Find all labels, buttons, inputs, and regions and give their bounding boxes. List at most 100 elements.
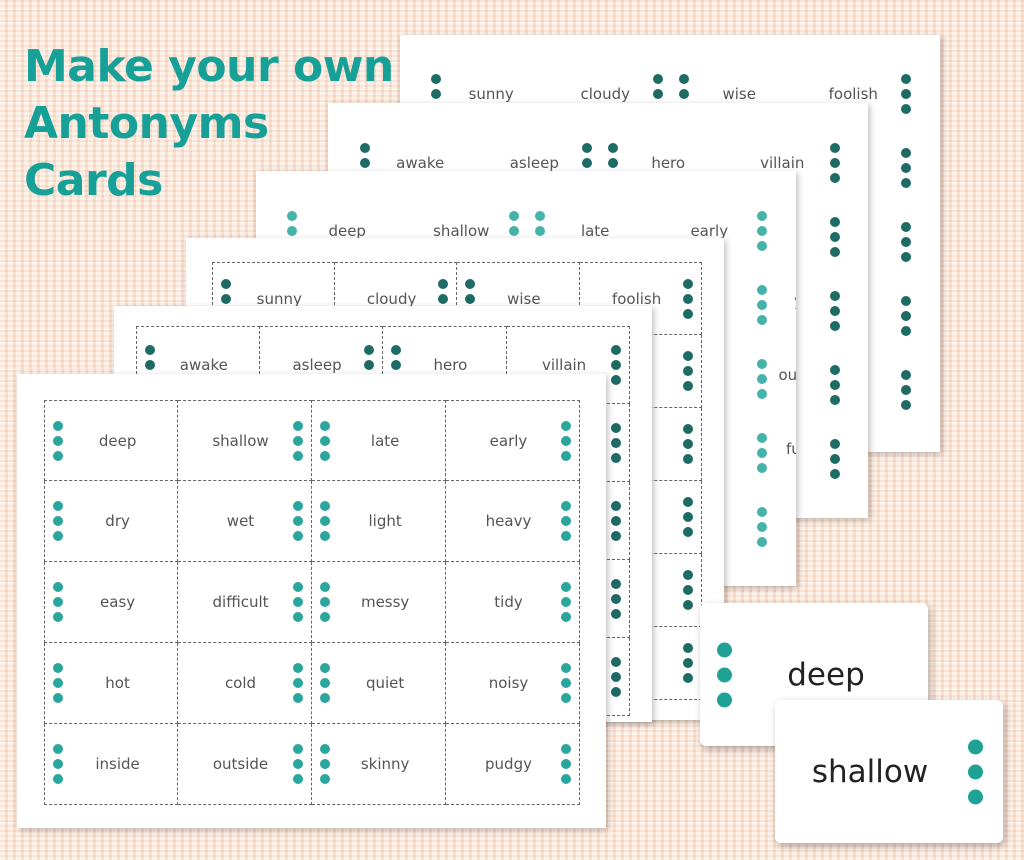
card-cell (795, 131, 919, 205)
card-word: early (489, 431, 528, 450)
card-cell (795, 279, 919, 353)
card-word: deep (787, 656, 865, 693)
dots-icon (830, 291, 840, 331)
dot (561, 435, 571, 446)
dot (901, 296, 911, 306)
partial-word: y (794, 292, 796, 310)
dots-icon (757, 211, 767, 251)
dot (320, 420, 330, 431)
dot (611, 375, 621, 385)
dot (145, 345, 155, 355)
dot (364, 360, 374, 370)
card-cell (651, 268, 775, 342)
dot (830, 321, 840, 331)
dot (683, 424, 693, 434)
dot (683, 673, 693, 683)
dot (757, 448, 767, 458)
card-word: sunny (468, 85, 514, 103)
dot (53, 678, 63, 688)
dot (582, 143, 592, 153)
dot (757, 285, 767, 295)
dot (611, 656, 621, 667)
dots-icon (320, 501, 330, 541)
dots-icon (830, 217, 840, 257)
dot (293, 678, 303, 688)
dot (53, 693, 63, 703)
dot (320, 516, 330, 526)
card-cell: dry (44, 481, 178, 562)
dots-icon (561, 501, 571, 541)
card-word: messy (360, 593, 410, 611)
dots-icon (561, 420, 571, 461)
dots-icon (757, 285, 767, 325)
card-word: wise (722, 85, 756, 103)
dot (683, 585, 693, 595)
headline-line-3: Cards (24, 155, 163, 206)
card-word: asleep (292, 356, 342, 374)
dot (830, 247, 840, 257)
dot (360, 158, 370, 168)
dots-icon (611, 656, 621, 697)
dots-icon (757, 359, 767, 399)
partial-word: ful (786, 440, 796, 458)
dots-icon (901, 296, 911, 336)
dot (653, 74, 663, 84)
dots-icon (683, 497, 693, 537)
dots-icon (717, 642, 732, 707)
dot (465, 278, 475, 289)
card-word: cloudy (366, 289, 417, 308)
dot (901, 89, 911, 99)
dot (53, 501, 63, 511)
dot (535, 226, 545, 236)
dot (830, 439, 840, 449)
dot (561, 774, 571, 784)
dots-icon (293, 663, 303, 703)
dot (509, 211, 519, 221)
card-word: cloudy (580, 85, 631, 103)
card-cell (795, 205, 919, 279)
dots-icon (968, 739, 983, 804)
dot (683, 643, 693, 653)
dot (293, 531, 303, 541)
dot (320, 612, 330, 622)
dot (582, 158, 592, 168)
card-word: early (690, 222, 729, 240)
card-cell: pudgy (446, 724, 580, 805)
card-word: deep (98, 431, 137, 450)
dot (561, 531, 571, 541)
dot (901, 326, 911, 336)
dots-icon (561, 582, 571, 622)
dot (611, 671, 621, 682)
dot (561, 420, 571, 431)
dot (830, 306, 840, 316)
dot (830, 380, 840, 390)
dot (535, 211, 545, 221)
dot (611, 608, 621, 619)
dots-icon (320, 744, 330, 784)
card-cell: easy (44, 562, 178, 643)
card-word: deep (328, 222, 366, 240)
dot (320, 531, 330, 541)
card-cell: early (446, 400, 580, 481)
dot (320, 693, 330, 703)
card-cell: cold (178, 643, 312, 724)
card-cell: shallow (178, 400, 312, 481)
dot (561, 501, 571, 511)
dots-icon (53, 420, 63, 461)
card-cell: inside (44, 724, 178, 805)
dot (830, 232, 840, 242)
dot (293, 759, 303, 769)
dots-icon (53, 744, 63, 784)
dots-icon (320, 582, 330, 622)
dot (611, 345, 621, 355)
dot (320, 678, 330, 688)
dot (901, 400, 911, 410)
dot (611, 360, 621, 370)
card-word: quiet (365, 674, 405, 692)
dot (683, 527, 693, 537)
dot (53, 582, 63, 592)
dot (287, 211, 297, 221)
card-cell: villain (724, 126, 848, 200)
card-cell: hot (44, 643, 178, 724)
dot (293, 774, 303, 784)
